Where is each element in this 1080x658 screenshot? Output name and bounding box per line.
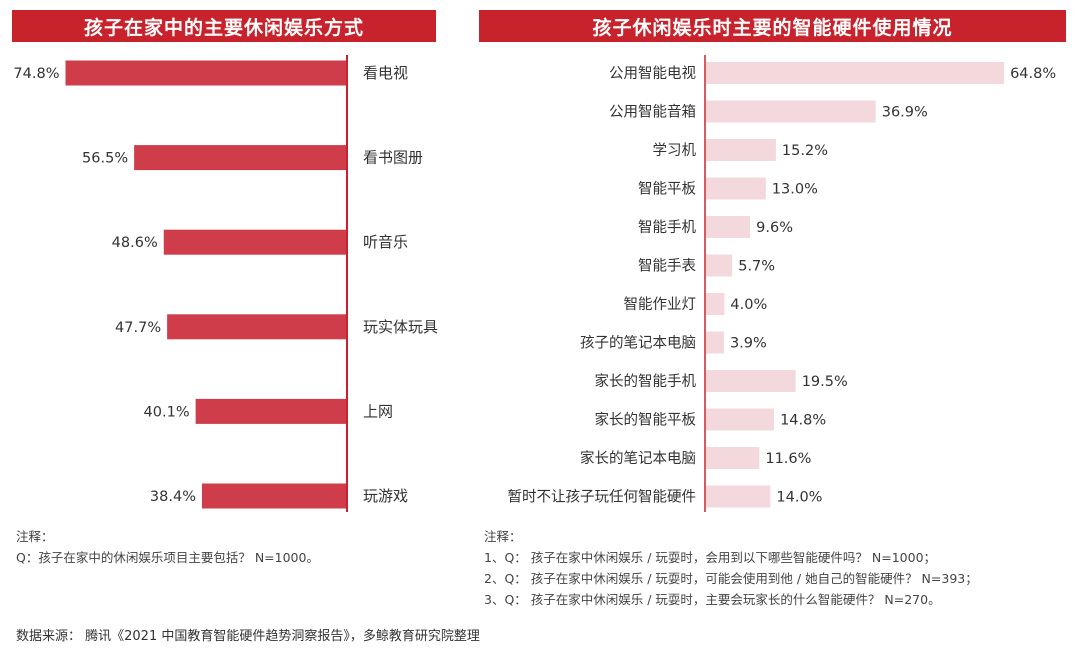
left-category-label-1: 看电视 [363,64,408,82]
right-value-label-11: 11.6% [765,451,811,467]
left-category-label-5: 上网 [363,402,393,420]
notes-left: 注释： Q：孩子在家中的休闲娱乐项目主要包括？ N=1000。 [16,526,319,568]
right-chart-title: 孩子休闲娱乐时主要的智能硬件使用情况 [479,10,1066,42]
notes-right-line-2: 2、Q： 孩子在家中休闲娱乐 / 玩耍时，可能会使用到他 / 她自己的智能硬件？… [484,571,978,586]
left-category-label-2: 看书图册 [363,149,423,167]
right-category-label-5: 智能手机 [638,219,696,236]
notes-right-line-1: 1、Q： 孩子在家中休闲娱乐 / 玩耍时，会用到以下哪些智能硬件吗？ N=100… [484,550,937,565]
right-value-label-4: 13.0% [772,182,818,198]
right-bar-5 [706,216,751,238]
right-bar-3 [706,139,776,161]
right-category-label-11: 家长的笔记本电脑 [580,450,696,467]
right-value-label-6: 5.7% [738,259,775,275]
left-bar-3 [163,229,346,255]
right-bar-1 [706,62,1005,84]
right-bar-6 [706,254,733,277]
right-value-label-7: 4.0% [730,297,767,313]
right-category-label-4: 智能平板 [638,180,696,198]
right-category-label-1: 公用智能电视 [609,65,696,82]
right-bar-4 [706,177,766,200]
notes-right: 注释： 1、Q： 孩子在家中休闲娱乐 / 玩耍时，会用到以下哪些智能硬件吗？ N… [484,526,978,610]
right-value-label-2: 36.9% [882,105,928,121]
right-bar-7 [706,293,725,315]
left-value-label-3: 48.6% [112,235,158,251]
left-value-label-1: 74.8% [13,66,59,82]
left-value-label-4: 47.7% [115,320,161,336]
left-bar-4 [167,314,346,340]
left-category-label-3: 听音乐 [363,233,408,251]
left-bar-2 [134,145,346,171]
right-bar-11 [706,447,760,469]
left-category-label-6: 玩游戏 [363,487,408,505]
right-bar-12 [706,485,771,508]
notes-right-line-3: 3、Q： 孩子在家中休闲娱乐 / 玩耍时，主要会玩家长的什么智能硬件？ N=27… [484,592,941,607]
left-value-label-2: 56.5% [82,151,128,167]
right-category-label-12: 暂时不让孩子玩任何智能硬件 [508,489,697,506]
left-bar-6 [202,483,346,509]
right-category-label-8: 孩子的笔记本电脑 [580,335,696,352]
left-bar-1 [65,60,346,86]
right-category-label-7: 智能作业灯 [624,296,697,313]
right-value-label-5: 9.6% [756,220,793,236]
right-category-label-6: 智能手表 [638,258,696,275]
right-value-label-9: 19.5% [802,374,848,390]
right-category-label-2: 公用智能音箱 [609,104,696,121]
left-value-label-6: 38.4% [150,489,196,505]
notes-left-heading: 注释： [16,529,54,544]
right-bar-9 [706,370,796,392]
right-category-label-9: 家长的智能手机 [595,373,697,390]
left-value-label-5: 40.1% [144,404,190,420]
right-value-label-8: 3.9% [730,336,767,352]
right-value-label-10: 14.8% [780,413,826,429]
data-source: 数据来源： 腾讯《2021 中国教育智能硬件趋势洞察报告》，多鲸教育研究院整理 [16,629,480,644]
notes-right-heading: 注释： [484,529,522,544]
notes-left-line: Q：孩子在家中的休闲娱乐项目主要包括？ N=1000。 [16,550,319,565]
right-bar-8 [706,331,724,354]
right-value-label-1: 64.8% [1010,66,1056,82]
left-category-label-4: 玩实体玩具 [363,318,438,336]
right-bar-2 [706,100,876,123]
right-category-label-10: 家长的智能平板 [595,411,697,429]
right-category-label-3: 学习机 [653,142,697,159]
right-bar-10 [706,408,775,431]
left-bar-5 [195,398,346,424]
right-value-label-3: 15.2% [782,143,828,159]
left-chart-title: 孩子在家中的主要休闲娱乐方式 [12,10,436,42]
right-value-label-12: 14.0% [776,490,822,506]
